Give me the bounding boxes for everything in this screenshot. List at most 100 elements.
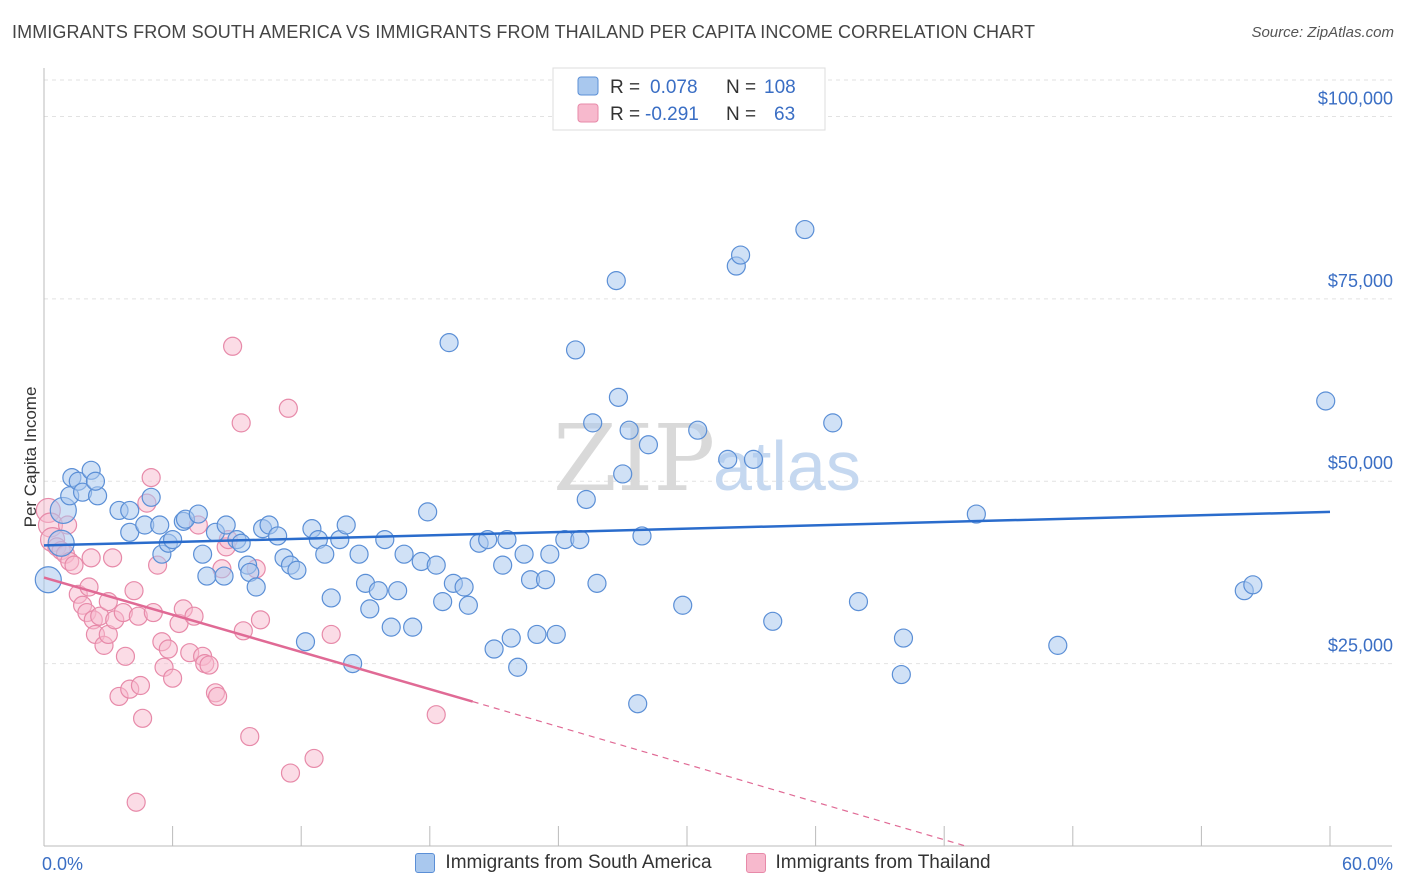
point-south-america: [394, 544, 414, 564]
point-south-america: [216, 515, 236, 535]
legend-r-value-1: 0.078: [650, 77, 698, 98]
point-south-america: [632, 526, 652, 546]
point-south-america: [508, 657, 528, 677]
point-south-america: [426, 555, 446, 575]
point-south-america: [188, 504, 208, 524]
point-thailand: [426, 705, 446, 725]
x-tick-labels: 0.0% 60.0%: [42, 854, 1393, 874]
x-tick-label-0: 0.0%: [42, 854, 83, 874]
trend-thailand-extension: [472, 700, 966, 847]
point-south-america: [891, 664, 911, 685]
point-thailand: [208, 686, 228, 707]
point-south-america: [150, 515, 170, 535]
point-south-america: [231, 533, 251, 553]
legend-item-south-america[interactable]: Immigrants from South America: [415, 852, 712, 874]
point-thailand: [321, 624, 341, 645]
point-south-america: [743, 449, 764, 469]
point-south-america: [763, 611, 783, 631]
point-thailand: [132, 708, 153, 728]
legend-swatch-blue: [577, 76, 599, 96]
point-south-america: [576, 489, 596, 510]
point-south-america: [321, 588, 341, 608]
point-south-america: [381, 617, 401, 637]
point-south-america: [141, 487, 161, 507]
point-south-america: [848, 592, 869, 612]
point-thailand: [126, 792, 146, 812]
point-south-america: [565, 340, 586, 360]
point-thailand: [231, 413, 251, 433]
point-south-america: [197, 566, 217, 586]
y-tick-label-3: $100,000: [1318, 88, 1393, 108]
point-south-america: [246, 577, 266, 597]
point-south-america: [439, 333, 459, 353]
point-south-america: [1316, 391, 1336, 411]
point-south-america: [493, 555, 513, 575]
point-thailand: [102, 548, 123, 568]
point-south-america: [375, 529, 395, 550]
point-south-america: [893, 628, 914, 648]
point-south-america: [85, 471, 106, 491]
point-south-america: [795, 219, 815, 240]
point-thailand: [163, 668, 183, 688]
point-south-america: [418, 502, 438, 522]
axes: [43, 68, 1392, 847]
x-tick-label-1: 60.0%: [1342, 854, 1393, 874]
point-south-america: [336, 515, 356, 535]
trend-south-america: [43, 510, 1331, 547]
point-south-america: [638, 435, 659, 455]
point-south-america: [368, 581, 388, 601]
legend-n-value-2: 63: [774, 104, 795, 125]
swatch-thailand: [745, 853, 766, 873]
point-south-america: [514, 544, 534, 564]
point-thailand: [130, 675, 151, 696]
point-south-america: [688, 420, 708, 440]
y-tick-label-0: $25,000: [1328, 636, 1393, 656]
point-thailand: [81, 548, 101, 568]
point-south-america: [287, 560, 307, 580]
point-south-america: [163, 529, 183, 550]
point-south-america: [295, 632, 316, 652]
y-tick-label-2: $75,000: [1328, 271, 1393, 291]
point-south-america: [214, 566, 234, 586]
y-tick-labels: $25,000 $50,000 $75,000 $100,000: [1318, 88, 1393, 655]
point-south-america: [433, 592, 453, 612]
point-south-america: [1243, 575, 1263, 595]
legend-r-label-1: R =: [610, 77, 640, 98]
point-south-america: [484, 639, 504, 659]
point-south-america: [193, 544, 213, 564]
point-thailand: [64, 555, 84, 575]
series-legend: Immigrants from South America Immigrants…: [0, 852, 1406, 874]
trend-lines: [43, 510, 1331, 847]
point-thailand: [304, 748, 324, 769]
point-south-america: [497, 529, 517, 550]
point-south-america: [388, 581, 408, 601]
point-thailand: [278, 398, 298, 418]
point-south-america: [608, 387, 629, 407]
point-south-america: [730, 245, 751, 265]
watermark: ZIP atlas: [553, 405, 861, 512]
point-south-america: [673, 595, 693, 615]
point-thailand: [158, 639, 178, 659]
legend-box: [552, 67, 826, 131]
legend-r-label-2: R =: [610, 104, 640, 125]
point-thailand: [250, 610, 271, 630]
point-south-america: [546, 624, 566, 645]
legend-n-label-2: N =: [726, 104, 756, 125]
point-south-america: [120, 500, 140, 521]
trend-thailand: [43, 576, 474, 703]
chart-title: IMMIGRANTS FROM SOUTH AMERICA VS IMMIGRA…: [12, 22, 1036, 42]
y-axis-label: Per Capita Income: [21, 387, 40, 528]
point-south-america: [587, 573, 607, 593]
point-south-america: [823, 413, 843, 433]
legend-label-thailand: Immigrants from Thailand: [775, 852, 991, 873]
point-south-america: [315, 544, 335, 564]
legend-swatch-pink: [577, 103, 599, 123]
point-south-america: [966, 504, 986, 524]
legend-item-thailand[interactable]: Immigrants from Thailand: [745, 852, 991, 874]
point-south-america: [718, 449, 738, 469]
point-south-america: [349, 544, 369, 564]
point-thailand: [240, 726, 260, 747]
point-thailand: [223, 336, 243, 356]
point-south-america: [454, 577, 474, 597]
legend-n-label-1: N =: [726, 77, 756, 98]
